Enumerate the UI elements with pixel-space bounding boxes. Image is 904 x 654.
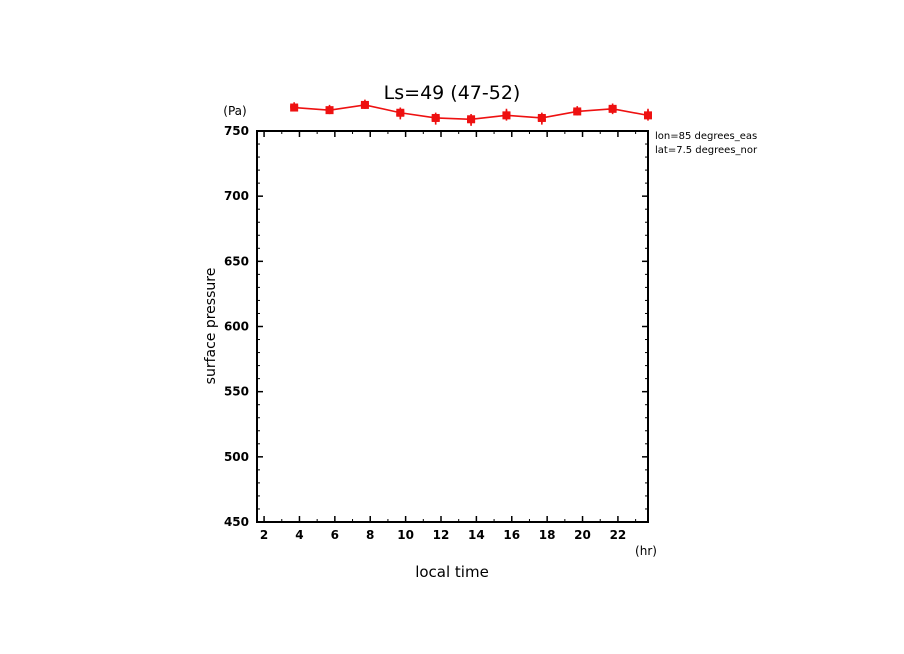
- series-sample-point: [360, 100, 369, 109]
- y-tick-label: 600: [224, 320, 249, 334]
- y-tick-label: 450: [224, 515, 249, 529]
- x-tick-label: 16: [503, 528, 520, 542]
- series-sample-point: [325, 106, 334, 115]
- series-sample-point: [608, 106, 617, 115]
- x-unit-label: (hr): [635, 544, 657, 558]
- chart-title: Ls=49 (47-52): [384, 82, 521, 104]
- axis-ticks: 450 500 550 600 650 700 750 2 4 6 8 10 12 14 16 18 20 22: [224, 124, 648, 542]
- series-sample-point: [396, 110, 405, 119]
- x-axis-label: local time: [415, 563, 489, 581]
- x-tick-label: 8: [366, 528, 374, 542]
- y-tick-label: 750: [224, 124, 249, 138]
- series-sample-point: [537, 116, 546, 125]
- series-sample-point: [573, 107, 582, 116]
- x-tick-label: 2: [260, 528, 268, 542]
- x-tick-label: 12: [433, 528, 450, 542]
- series-sample-point: [467, 117, 476, 126]
- x-tick-label: 4: [295, 528, 303, 542]
- x-tick-label: 10: [397, 528, 414, 542]
- series-sample-point: [644, 111, 652, 120]
- annotation-lon: lon=85 degrees_eas: [655, 131, 757, 142]
- plot-frame: [256, 130, 649, 523]
- series-sample-point: [431, 113, 440, 122]
- series-sample-point: [290, 103, 299, 112]
- y-tick-label: 700: [224, 189, 249, 203]
- y-tick-label: 550: [224, 385, 249, 399]
- series-overflow-layer: [290, 99, 652, 126]
- x-tick-label: 6: [331, 528, 339, 542]
- y-unit-label: (Pa): [223, 104, 246, 118]
- y-tick-label: 650: [224, 254, 249, 268]
- series-sample-point: [502, 111, 511, 120]
- x-tick-label: 18: [539, 528, 556, 542]
- x-tick-label: 14: [468, 528, 485, 542]
- y-tick-label: 500: [224, 450, 249, 464]
- annotation-lat: lat=7.5 degrees_nor: [655, 145, 758, 156]
- x-tick-label: 22: [610, 528, 627, 542]
- x-tick-label: 20: [574, 528, 591, 542]
- y-axis-label: surface pressure: [203, 268, 219, 385]
